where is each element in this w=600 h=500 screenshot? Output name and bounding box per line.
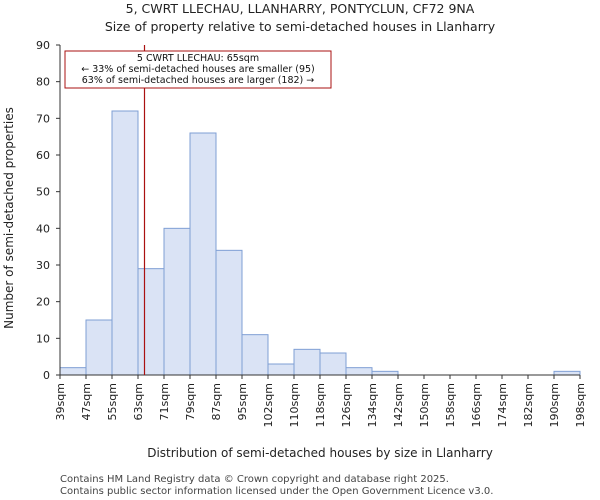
y-tick-label-40: 40 <box>36 222 50 235</box>
x-tick-label-142sqm: 142sqm <box>392 383 405 427</box>
x-tick-label-134sqm: 134sqm <box>366 383 379 427</box>
footer-line2: Contains public sector information licen… <box>60 486 493 497</box>
bar-63sqm <box>137 268 165 376</box>
bar-39sqm <box>59 367 87 376</box>
footer-line1: Contains HM Land Registry data © Crown c… <box>60 474 449 485</box>
x-tick-label-166sqm: 166sqm <box>470 383 483 427</box>
x-tick-label-110sqm: 110sqm <box>288 383 301 427</box>
x-tick-label-47sqm: 47sqm <box>80 383 93 420</box>
x-tick-label-126sqm: 126sqm <box>340 383 353 427</box>
axes-group: 0 10 20 30 40 50 60 70 80 90 39sqm 47sqm 55sqm 63sqm 7… <box>36 39 587 427</box>
x-tick-label-190sqm: 190sqm <box>548 383 561 427</box>
annotation: 5 CWRT LLECHAU: 65sqm ← 33% of semi-deta… <box>64 50 332 89</box>
y-tick-label-90: 90 <box>36 39 50 52</box>
y-tick-label-80: 80 <box>36 76 50 89</box>
annotation-title: 5 CWRT LLECHAU: 65sqm <box>137 53 259 64</box>
bar-102sqm <box>267 363 295 376</box>
bar-118sqm <box>319 352 347 376</box>
bar-110sqm <box>293 348 321 376</box>
bar-126sqm <box>345 367 373 376</box>
x-axis-label: Distribution of semi-detached houses by … <box>147 446 493 460</box>
y-tick-label-70: 70 <box>36 112 50 125</box>
x-tick-label-102sqm: 102sqm <box>262 383 275 427</box>
x-tick-label-174sqm: 174sqm <box>496 383 509 427</box>
bar-47sqm <box>85 319 113 376</box>
x-tick-label-198sqm: 198sqm <box>574 383 587 427</box>
x-tick-label-39sqm: 39sqm <box>54 383 67 420</box>
x-tick-label-182sqm: 182sqm <box>522 383 535 427</box>
annotation-box <box>64 50 332 89</box>
bars-group <box>59 110 581 376</box>
annotation-smaller: ← 33% of semi-detached houses are smalle… <box>81 64 315 75</box>
bar-71sqm <box>163 227 191 376</box>
bar-87sqm <box>215 249 243 376</box>
y-tick-label-30: 30 <box>36 259 50 272</box>
x-tick-label-71sqm: 71sqm <box>158 383 171 420</box>
y-tick-label-0: 0 <box>43 369 50 382</box>
y-axis-label: Number of semi-detached properties <box>2 107 16 329</box>
bar-79sqm <box>189 132 217 376</box>
x-tick-label-158sqm: 158sqm <box>444 383 457 427</box>
y-tick-label-20: 20 <box>36 296 50 309</box>
bar-190sqm <box>553 370 581 376</box>
chart-title-line1: 5, CWRT LLECHAU, LLANHARRY, PONTYCLUN, C… <box>126 1 475 16</box>
bar-134sqm <box>371 370 399 376</box>
x-tick-label-150sqm: 150sqm <box>418 383 431 427</box>
bar-95sqm <box>241 334 269 376</box>
y-tick-label-60: 60 <box>36 149 50 162</box>
x-tick-label-55sqm: 55sqm <box>106 383 119 420</box>
y-tick-label-50: 50 <box>36 186 50 199</box>
x-tick-label-95sqm: 95sqm <box>236 383 249 420</box>
x-tick-label-87sqm: 87sqm <box>210 383 223 420</box>
chart-title-line2: Size of property relative to semi-detach… <box>105 19 496 34</box>
x-tick-label-118sqm: 118sqm <box>314 383 327 427</box>
annotation-larger: 63% of semi-detached houses are larger (… <box>82 75 315 86</box>
bar-55sqm <box>111 110 139 376</box>
x-tick-label-63sqm: 63sqm <box>132 383 145 420</box>
x-tick-label-79sqm: 79sqm <box>184 383 197 420</box>
y-tick-label-10: 10 <box>36 332 50 345</box>
